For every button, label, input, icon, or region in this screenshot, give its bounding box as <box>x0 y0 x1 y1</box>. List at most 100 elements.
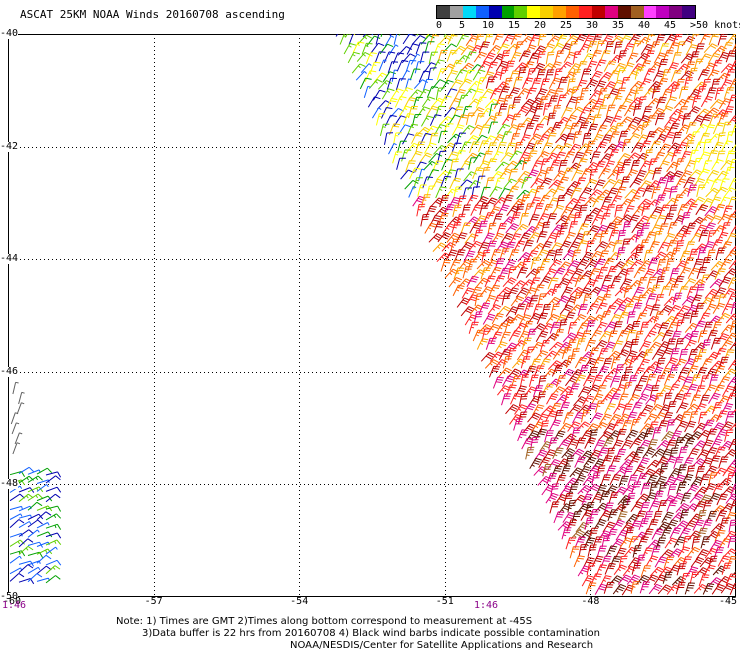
wind-barb <box>660 267 670 280</box>
wind-barb <box>567 499 577 513</box>
wind-barb <box>585 60 598 73</box>
wind-barb <box>723 268 736 278</box>
wind-barb <box>544 430 554 443</box>
wind-barb <box>701 339 711 352</box>
wind-barb <box>658 304 673 315</box>
wind-barb <box>27 529 40 538</box>
wind-barb <box>701 519 713 532</box>
wind-barb <box>619 537 633 548</box>
legend-label: 30 <box>585 20 599 31</box>
wind-barb <box>684 582 695 595</box>
wind-barb <box>623 124 637 135</box>
wind-barb <box>652 427 662 440</box>
wind-barb <box>632 367 645 379</box>
wind-barb <box>534 185 545 198</box>
wind-barb <box>698 494 712 506</box>
wind-barb <box>492 376 504 389</box>
wind-barb <box>724 332 736 344</box>
wind-barb <box>696 527 708 540</box>
wind-barb <box>444 268 459 279</box>
wind-barb <box>366 35 381 46</box>
wind-barb <box>613 564 628 575</box>
wind-barb <box>472 167 484 179</box>
wind-barb <box>398 105 412 117</box>
wind-barb <box>698 411 708 425</box>
wind-barb <box>648 583 663 595</box>
wind-barb <box>559 222 569 236</box>
wind-barb <box>564 391 574 404</box>
wind-barb <box>673 98 689 109</box>
wind-barb <box>406 43 419 55</box>
wind-barb <box>552 88 564 100</box>
wind-barb <box>706 249 716 263</box>
wind-barb <box>687 106 701 117</box>
wind-barb <box>623 105 637 117</box>
wind-barb <box>672 292 683 306</box>
wind-barb <box>587 207 602 218</box>
wind-barb <box>656 341 671 352</box>
wind-barb <box>570 529 585 540</box>
wind-barb <box>429 34 440 45</box>
wind-barb <box>518 50 531 62</box>
wind-barb <box>611 519 625 531</box>
wind-barb <box>420 213 430 227</box>
wind-barb <box>474 113 485 126</box>
wind-barb <box>550 224 564 235</box>
wind-barb <box>592 275 604 287</box>
wind-barb <box>627 214 640 226</box>
wind-barb <box>658 143 671 155</box>
wind-barb <box>615 349 630 360</box>
wind-barb <box>609 131 620 144</box>
wind-barb <box>635 574 650 586</box>
wind-barb <box>637 96 647 109</box>
wind-barb <box>625 329 637 342</box>
wind-barb <box>589 250 603 262</box>
wind-barb <box>572 151 584 164</box>
wind-barb <box>601 358 613 371</box>
wind-barb <box>595 224 609 236</box>
wind-barb <box>557 521 572 531</box>
wind-barb <box>684 322 699 333</box>
wind-barb <box>619 459 634 469</box>
wind-barb <box>476 338 489 350</box>
wind-barb <box>666 321 679 334</box>
wind-barb <box>526 430 540 441</box>
wind-barb <box>370 42 385 54</box>
wind-barb <box>637 358 650 371</box>
wind-barb <box>549 159 561 172</box>
wind-barb <box>421 194 431 207</box>
wind-barb <box>649 41 661 54</box>
wind-barb <box>691 458 706 468</box>
wind-barb <box>581 53 595 65</box>
wind-barb <box>663 556 674 569</box>
wind-barb <box>582 375 596 387</box>
wind-barb <box>442 43 458 53</box>
wind-barb <box>635 493 650 504</box>
wind-barb <box>730 224 736 235</box>
wind-barb <box>608 413 622 425</box>
longitude-label: -48 <box>581 596 600 607</box>
wind-barb <box>647 81 662 91</box>
wind-barb <box>538 456 551 468</box>
wind-barb <box>724 250 736 261</box>
wind-barb <box>442 123 454 135</box>
wind-barb <box>643 68 656 81</box>
wind-barb <box>630 321 641 334</box>
wind-barb <box>620 176 630 189</box>
wind-barb <box>695 549 709 560</box>
wind-barb <box>414 61 425 74</box>
wind-barb <box>541 304 551 317</box>
wind-barb <box>577 404 592 415</box>
wind-barb <box>728 438 736 451</box>
wind-barb <box>573 396 588 407</box>
wind-barb <box>564 295 578 307</box>
wind-barb <box>662 571 673 584</box>
wind-barb <box>632 286 645 299</box>
wind-barb <box>677 204 689 216</box>
wind-barb <box>711 583 725 595</box>
wind-barb <box>396 59 409 72</box>
wind-barb <box>714 109 729 119</box>
wind-barb <box>469 141 480 154</box>
wind-barb <box>621 584 635 596</box>
wind-barb <box>543 449 556 461</box>
